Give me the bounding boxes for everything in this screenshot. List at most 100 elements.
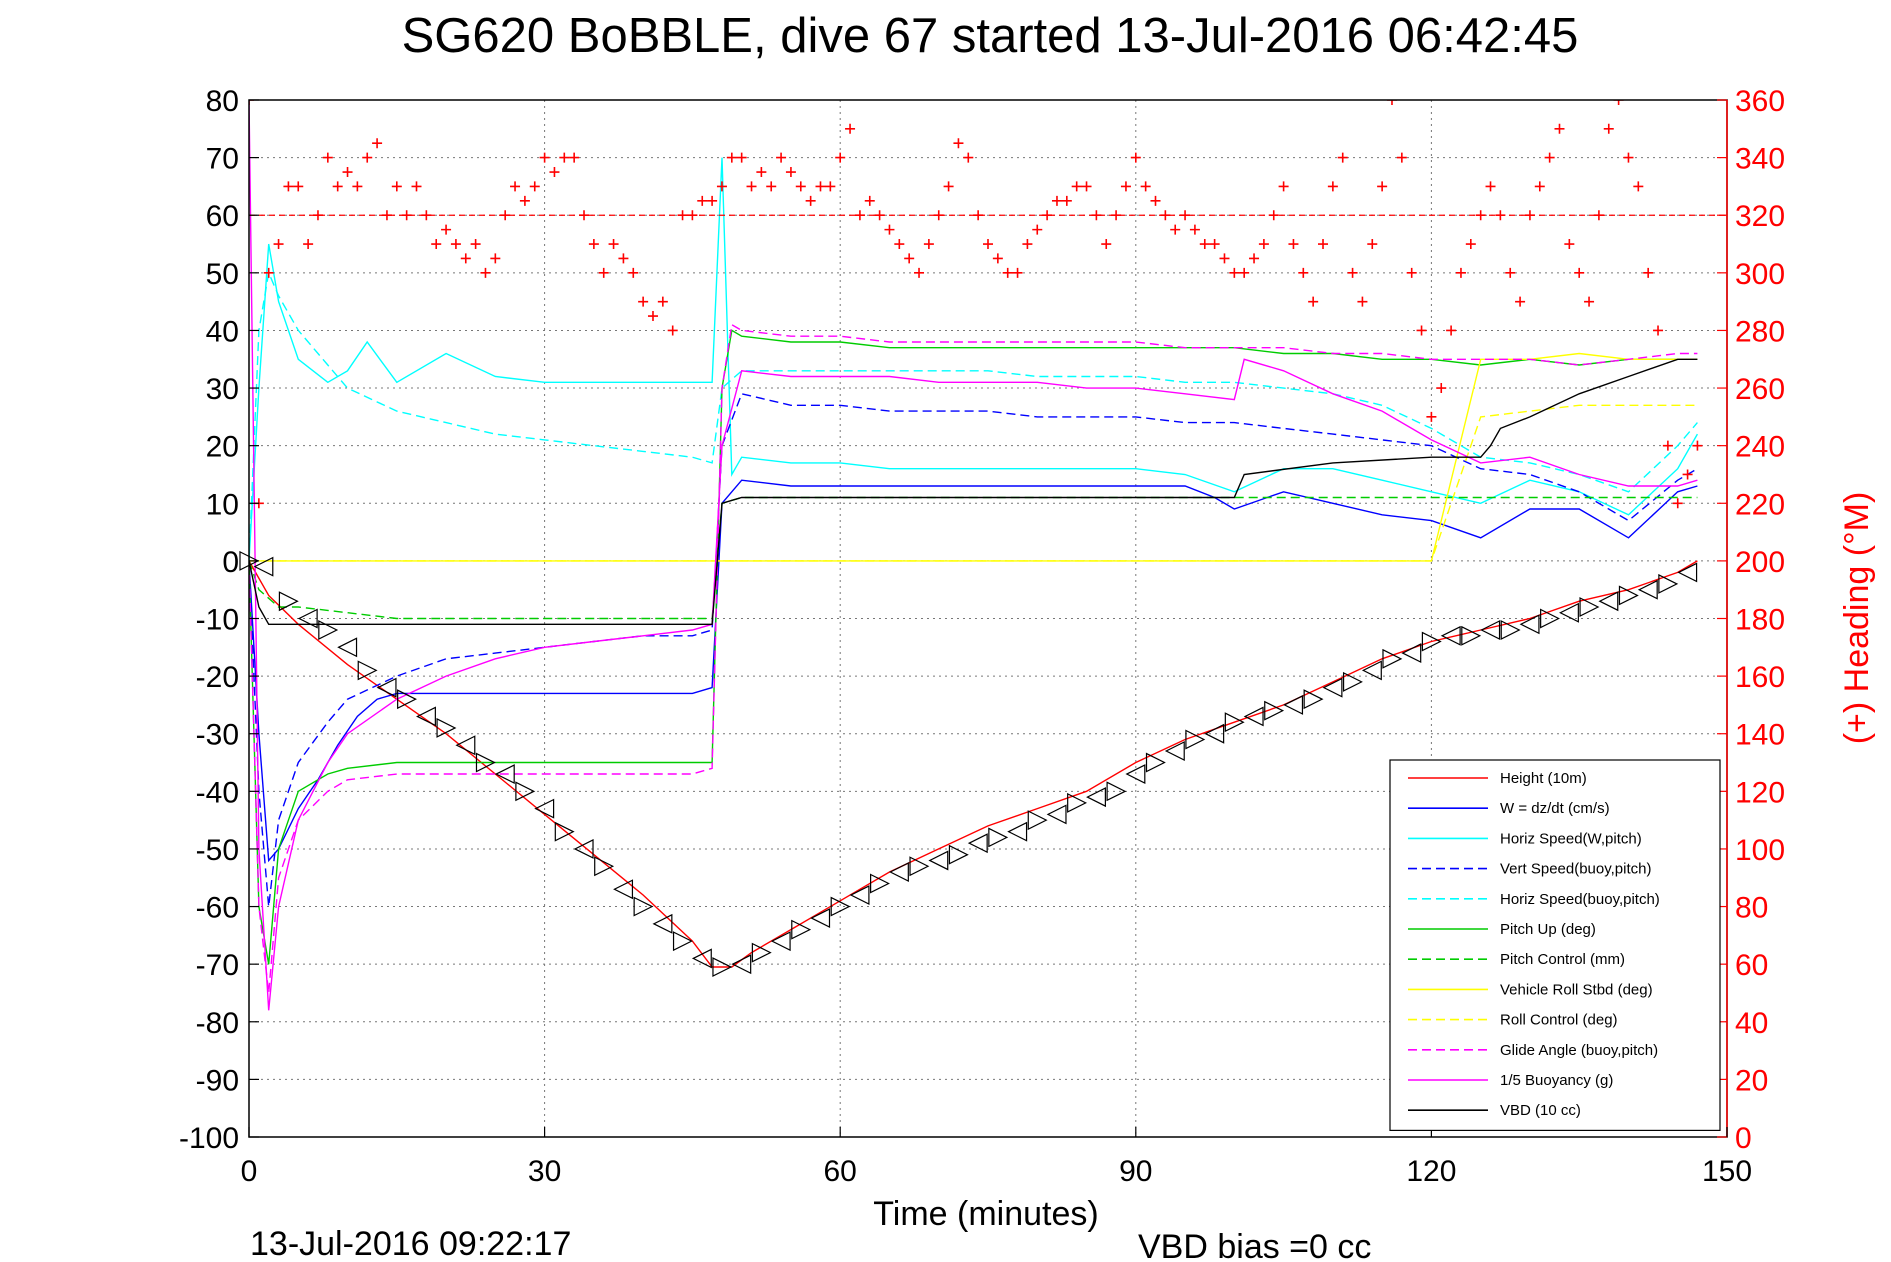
height-marker bbox=[297, 608, 318, 629]
heading-point bbox=[992, 253, 1003, 264]
grid bbox=[249, 100, 1727, 1137]
heading-point bbox=[303, 239, 314, 250]
heading-point bbox=[460, 253, 471, 264]
heading-point bbox=[1130, 152, 1141, 163]
height-marker bbox=[613, 879, 634, 900]
height-marker bbox=[928, 850, 949, 871]
heading-point bbox=[785, 167, 796, 178]
legend-box bbox=[1389, 759, 1721, 1131]
height-marker bbox=[1264, 700, 1285, 721]
legend-label-glide-angle-buoy-pitch: Glide Angle (buoy,pitch) bbox=[1500, 1042, 1658, 1059]
x-tick-label: 0 bbox=[241, 1155, 258, 1188]
height-marker bbox=[1046, 804, 1067, 825]
heading-point bbox=[1564, 239, 1575, 250]
height-marker bbox=[948, 844, 969, 865]
heading-point bbox=[1367, 239, 1378, 250]
heading-point bbox=[628, 267, 639, 278]
heading-point bbox=[1091, 210, 1102, 221]
height-marker bbox=[278, 591, 299, 612]
heading-point bbox=[579, 210, 590, 221]
heading-point bbox=[1475, 210, 1486, 221]
x-axis: 0 30 60 90 120 150 bbox=[241, 1127, 1752, 1188]
heading-point bbox=[322, 152, 333, 163]
heading-point bbox=[569, 152, 580, 163]
heading-point bbox=[1219, 253, 1230, 264]
y2-tick-label: 320 bbox=[1735, 200, 1785, 233]
heading-point bbox=[1199, 239, 1210, 250]
heading-point bbox=[1643, 267, 1654, 278]
heading-point bbox=[1426, 411, 1437, 422]
y2-tick-label: 340 bbox=[1735, 143, 1785, 176]
series-horiz-speed-buoy-pitch bbox=[249, 270, 1698, 561]
height-marker bbox=[594, 856, 615, 877]
y2-tick-label: 180 bbox=[1735, 604, 1785, 637]
heading-point bbox=[1662, 440, 1673, 451]
heading-point bbox=[1495, 210, 1506, 221]
y-tick-label: -90 bbox=[196, 1064, 239, 1097]
series-pitch-up-deg bbox=[249, 329, 1698, 965]
y-tick-label: -30 bbox=[196, 719, 239, 752]
y-tick-label: 70 bbox=[206, 143, 239, 176]
heading-point bbox=[1022, 239, 1033, 250]
height-marker bbox=[1185, 729, 1206, 750]
heading-point bbox=[1249, 253, 1260, 264]
y-tick-label: -60 bbox=[196, 892, 239, 925]
heading-point bbox=[490, 253, 501, 264]
y-tick-label: -40 bbox=[196, 776, 239, 809]
heading-point bbox=[1692, 440, 1703, 451]
heading-point bbox=[1465, 239, 1476, 250]
height-marker bbox=[515, 781, 536, 802]
heading-point bbox=[1377, 181, 1388, 192]
heading-point bbox=[687, 210, 698, 221]
series-group bbox=[249, 100, 1699, 1011]
y2-tick-label: 280 bbox=[1735, 315, 1785, 348]
height-marker bbox=[494, 764, 515, 785]
heading-point bbox=[874, 210, 885, 221]
height-marker bbox=[1658, 573, 1679, 594]
height-marker bbox=[1086, 787, 1106, 808]
heading-point bbox=[776, 152, 787, 163]
y2-tick-label: 360 bbox=[1735, 85, 1785, 118]
heading-point bbox=[312, 210, 323, 221]
series-w-dz-dt-cm-s bbox=[249, 479, 1698, 863]
height-marker bbox=[1125, 764, 1146, 785]
legend-label-roll-control-deg: Roll Control (deg) bbox=[1500, 1012, 1618, 1029]
heading-point bbox=[1081, 181, 1092, 192]
height-marker bbox=[1461, 625, 1482, 646]
heading-point bbox=[1170, 224, 1181, 235]
heading-point bbox=[362, 152, 373, 163]
y-tick-label: 30 bbox=[206, 373, 239, 406]
heading-point bbox=[1258, 239, 1269, 250]
height-marker bbox=[1303, 689, 1324, 710]
heading-point bbox=[1111, 210, 1122, 221]
height-marker bbox=[1480, 620, 1501, 640]
heading-point bbox=[1061, 195, 1072, 206]
heading-point bbox=[1455, 267, 1466, 278]
height-marker bbox=[1519, 614, 1540, 635]
heading-point bbox=[766, 181, 777, 192]
right-axis-label: (+) Heading (°M) bbox=[1838, 492, 1876, 745]
heading-point bbox=[1347, 267, 1358, 278]
heading-point bbox=[1298, 267, 1309, 278]
height-marker bbox=[988, 827, 1009, 848]
height-marker bbox=[1540, 608, 1560, 629]
heading-point bbox=[1327, 181, 1338, 192]
heading-point bbox=[726, 152, 737, 163]
legend-label-vert-speed-buoy-pitch: Vert Speed(buoy,pitch) bbox=[1500, 861, 1651, 878]
y2-tick-label: 40 bbox=[1735, 1007, 1768, 1040]
heading-point bbox=[273, 239, 284, 250]
height-marker bbox=[397, 689, 417, 710]
heading-point bbox=[1268, 210, 1279, 221]
height-markers bbox=[239, 550, 1698, 978]
left-axis: 80 70 60 50 40 30 20 10 0 -10 -20 -30 -40 -50 -60 -70 -8… bbox=[179, 85, 259, 1155]
heading-point bbox=[707, 195, 718, 206]
heading-point bbox=[1416, 325, 1427, 336]
heading-point bbox=[1288, 239, 1299, 250]
heading-point bbox=[1386, 100, 1397, 105]
heading-point bbox=[933, 210, 944, 221]
heading-point bbox=[352, 181, 363, 192]
heading-point bbox=[845, 123, 856, 134]
heading-point bbox=[795, 181, 806, 192]
height-marker bbox=[1243, 706, 1264, 727]
heading-point bbox=[1554, 123, 1565, 134]
